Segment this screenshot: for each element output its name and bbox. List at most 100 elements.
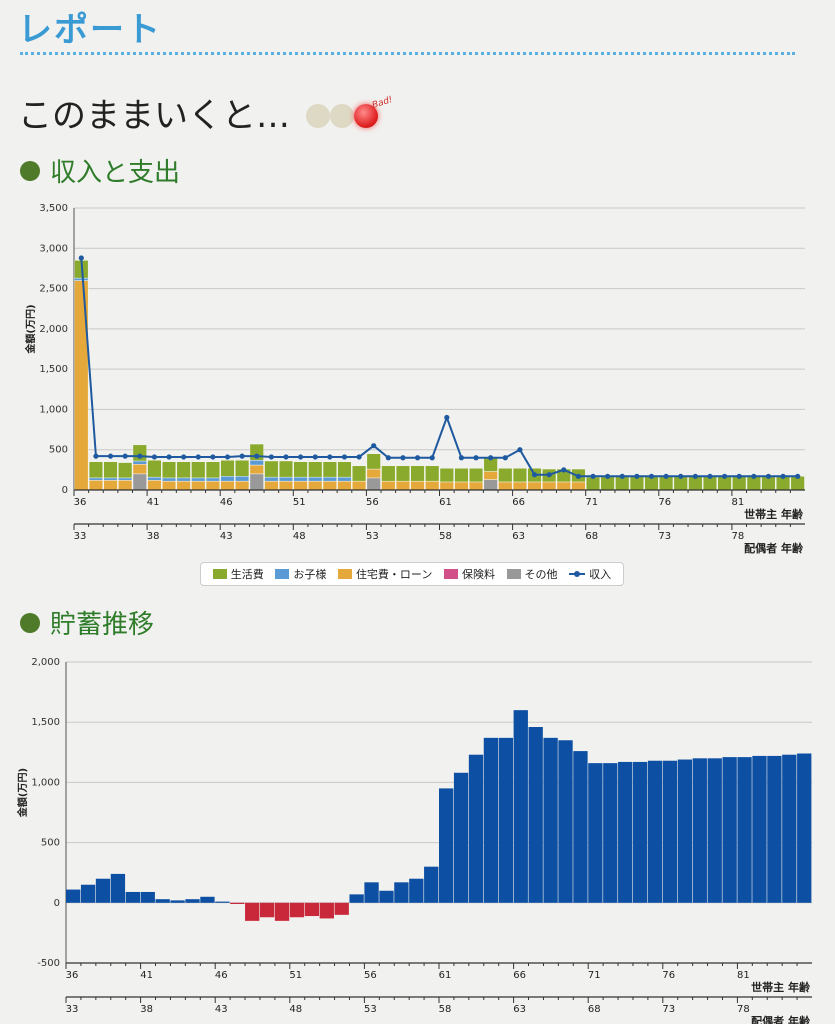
income-point (210, 454, 216, 460)
y-tick-label: 500 (41, 838, 60, 849)
y-tick-label: 0 (62, 485, 68, 496)
bar-segment (235, 459, 250, 477)
savings-bar (334, 902, 349, 915)
bar-segment (425, 480, 440, 491)
bar-segment (132, 460, 147, 465)
income-point (721, 473, 728, 479)
bar-segment (103, 480, 118, 491)
legend-item-other: その他 (506, 566, 558, 582)
income-line (80, 257, 798, 478)
x-tick-label: 46 (215, 970, 228, 981)
bar-segment (176, 480, 191, 491)
bar-segment (527, 481, 542, 491)
savings-bar (185, 899, 200, 903)
legend-swatch (275, 569, 290, 579)
legend-label: 住宅費・ローン (355, 568, 433, 581)
savings-bar (95, 878, 111, 903)
savings-bar (155, 899, 170, 903)
income-point (239, 453, 245, 459)
income-point (385, 455, 391, 461)
legend-label: その他 (524, 568, 558, 581)
section-title-text: 収入と支出 (50, 158, 181, 188)
legend-swatch (212, 569, 227, 579)
bar-segment (322, 480, 337, 491)
page-title: レポート (18, 10, 162, 50)
bar-segment (191, 480, 206, 491)
savings-bar (230, 902, 245, 905)
bar-segment (469, 468, 484, 483)
bar-segment (147, 476, 162, 481)
secondary-tick-label: 73 (658, 531, 671, 542)
bar-segment (264, 476, 279, 482)
bar-segment (132, 473, 147, 491)
legend-item-income: 収入 (569, 566, 611, 582)
bar-segment (395, 465, 410, 482)
bar-segment (293, 476, 308, 482)
income-point (400, 455, 406, 461)
savings-bar (245, 902, 260, 921)
title-divider (20, 52, 795, 55)
bar-segment (147, 480, 162, 491)
secondary-tick-label: 78 (732, 531, 745, 542)
section-income-expense-title: 収入と支出 (20, 152, 180, 189)
x-tick-label: 51 (293, 497, 306, 508)
bar-segment (162, 480, 177, 491)
bar-segment (88, 461, 103, 479)
secondary-tick-label: 63 (512, 531, 525, 542)
bar-segment (220, 476, 235, 482)
savings-bar (677, 759, 693, 903)
x-axis-title: 世帯主 年齢 (751, 980, 811, 994)
savings-chart: -500 0 500 1,000 1,500 2,000 金額(万円) 36 41 46 51 56 6… (16, 657, 812, 1024)
bar-segment (249, 459, 264, 466)
savings-bar (424, 866, 439, 903)
bar-segment (88, 480, 103, 491)
secondary-tick-label: 53 (366, 531, 379, 542)
income-point (254, 453, 260, 459)
income-point (619, 473, 625, 479)
bar-segment (512, 468, 527, 483)
bar-segment (176, 461, 191, 479)
secondary-tick-label: 53 (364, 1004, 377, 1015)
savings-bar (618, 761, 633, 903)
legend-item-housing: 住宅費・ローン (337, 566, 433, 582)
income-point (707, 473, 713, 479)
income-point (634, 473, 640, 479)
bar-segment (147, 459, 162, 478)
y-tick-label: 1,500 (39, 364, 68, 375)
bar-segment (586, 476, 601, 491)
income-point (107, 453, 114, 459)
bar-segment (191, 477, 206, 482)
income-point (429, 455, 435, 461)
income-point (605, 473, 611, 479)
y-tick-label: 500 (49, 445, 68, 456)
x-tick-label: 71 (588, 970, 601, 981)
x-tick-label: 46 (220, 497, 233, 508)
income-point (181, 454, 187, 460)
bar-segment (556, 481, 571, 491)
bar-segment (74, 277, 89, 281)
bar-segment (454, 468, 469, 483)
income-point (590, 473, 596, 479)
savings-bar (110, 873, 126, 903)
savings-bar (349, 894, 364, 903)
income-point (458, 455, 465, 461)
bar-segment (366, 477, 381, 491)
legend-item-insurance: 保険料 (443, 566, 495, 582)
income-point (531, 472, 538, 478)
bar-segment (337, 461, 352, 478)
secondary-tick-label: 48 (293, 531, 306, 542)
income-point (488, 455, 494, 461)
light-red (354, 104, 378, 128)
x-tick-label: 81 (732, 497, 745, 508)
bar-segment (454, 481, 469, 491)
bar-segment (88, 477, 103, 481)
income-point (283, 454, 289, 460)
income-point (502, 455, 508, 461)
legend-item-living: 生活費 (212, 566, 264, 582)
bar-segment (322, 476, 337, 482)
bar-segment (322, 461, 337, 478)
savings-bar (513, 710, 528, 903)
legend-item-kids: お子様 (275, 566, 326, 582)
y-tick-label: 2,000 (31, 657, 60, 668)
savings-bar (439, 788, 454, 903)
